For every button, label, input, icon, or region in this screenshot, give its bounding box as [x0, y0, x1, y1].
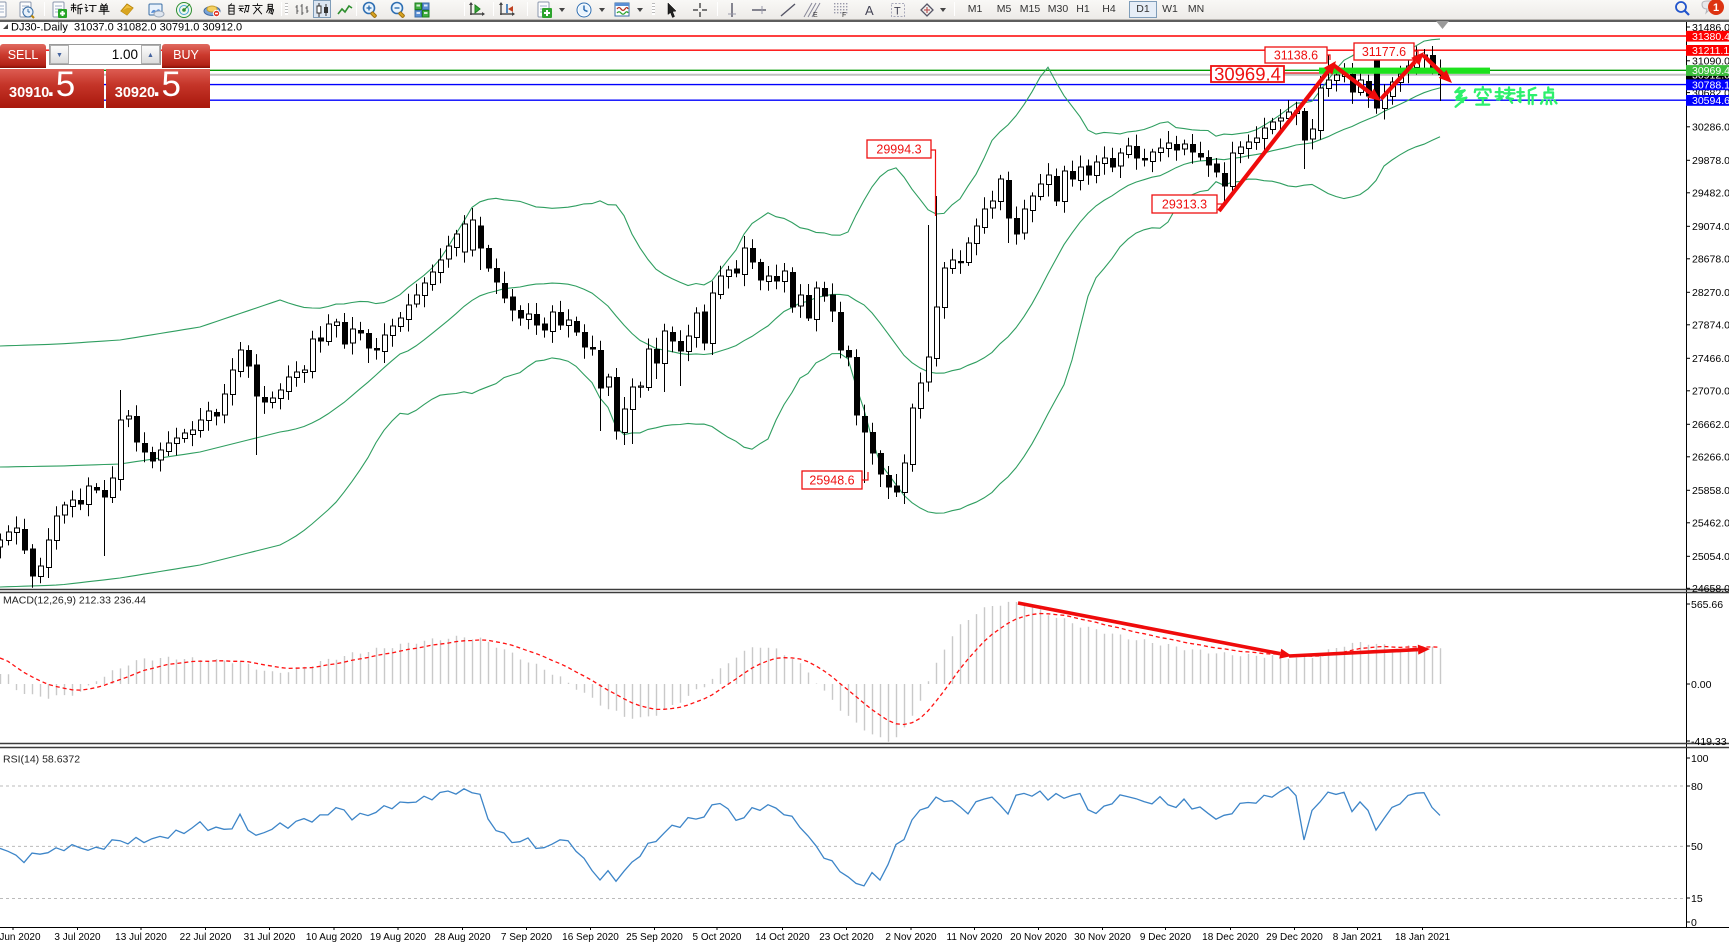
svg-text:25858.0: 25858.0 — [1692, 485, 1729, 497]
svg-text:24658.0: 24658.0 — [1692, 583, 1729, 595]
svg-text:2 Nov 2020: 2 Nov 2020 — [885, 932, 937, 943]
svg-text:15: 15 — [1691, 893, 1703, 905]
svg-text:5 Oct 2020: 5 Oct 2020 — [693, 932, 742, 943]
svg-text:8 Jan 2021: 8 Jan 2021 — [1333, 932, 1383, 943]
svg-text:20 Nov 2020: 20 Nov 2020 — [1010, 932, 1067, 943]
svg-text:0.00: 0.00 — [1691, 679, 1712, 691]
svg-text:E: E — [813, 12, 818, 19]
svg-text:25948.6: 25948.6 — [809, 474, 854, 488]
svg-text:22 Jul 2020: 22 Jul 2020 — [180, 932, 232, 943]
svg-text:31177.6: 31177.6 — [1362, 45, 1406, 59]
svg-text:30788.1: 30788.1 — [1692, 79, 1729, 91]
svg-text:25 Sep 2020: 25 Sep 2020 — [626, 932, 683, 943]
svg-text:1: 1 — [1713, 2, 1719, 14]
svg-text:RSI(14) 58.6372: RSI(14) 58.6372 — [3, 754, 80, 766]
svg-text:T: T — [894, 6, 901, 18]
svg-text:23 Oct 2020: 23 Oct 2020 — [819, 932, 874, 943]
svg-text:25462.0: 25462.0 — [1692, 518, 1729, 530]
svg-text:28678.0: 28678.0 — [1692, 254, 1729, 266]
svg-text:11 Nov 2020: 11 Nov 2020 — [947, 932, 1003, 943]
svg-text:31 Jul 2020: 31 Jul 2020 — [244, 932, 296, 943]
svg-text:7 Sep 2020: 7 Sep 2020 — [501, 932, 553, 943]
svg-text:27466.0: 27466.0 — [1692, 353, 1729, 365]
svg-text:3 Jul 2020: 3 Jul 2020 — [54, 932, 101, 943]
svg-text:24 Jun 2020: 24 Jun 2020 — [0, 932, 41, 943]
svg-text:30286.0: 30286.0 — [1692, 122, 1729, 134]
svg-text:30 Nov 2020: 30 Nov 2020 — [1074, 932, 1131, 943]
svg-text:80: 80 — [1691, 781, 1703, 793]
svg-text:F: F — [842, 12, 846, 19]
svg-text:31380.4: 31380.4 — [1692, 31, 1729, 43]
svg-text:DJ30-.Daily 31037.0 31082.0 3: DJ30-.Daily 31037.0 31082.0 30791.0 3091… — [11, 22, 242, 34]
svg-text:-419.33: -419.33 — [1691, 736, 1727, 748]
svg-text:565.66: 565.66 — [1691, 599, 1723, 611]
svg-text:18 Jan 2021: 18 Jan 2021 — [1395, 932, 1450, 943]
svg-text:100: 100 — [1691, 753, 1709, 765]
svg-text:A: A — [865, 3, 874, 18]
svg-text:30969.4: 30969.4 — [1692, 65, 1729, 77]
svg-text:26266.0: 26266.0 — [1692, 452, 1729, 464]
svg-text:29482.0: 29482.0 — [1692, 188, 1729, 200]
svg-text:19 Aug 2020: 19 Aug 2020 — [370, 932, 427, 943]
svg-text:27874.0: 27874.0 — [1692, 320, 1729, 332]
svg-text:18 Dec 2020: 18 Dec 2020 — [1202, 932, 1259, 943]
svg-text:31138.6: 31138.6 — [1274, 49, 1318, 63]
svg-text:29074.0: 29074.0 — [1692, 221, 1729, 233]
svg-text:29878.0: 29878.0 — [1692, 155, 1729, 167]
svg-text:28270.0: 28270.0 — [1692, 287, 1729, 299]
svg-text:50: 50 — [1691, 841, 1703, 853]
svg-text:16 Sep 2020: 16 Sep 2020 — [562, 932, 619, 943]
svg-text:31090.0: 31090.0 — [1692, 56, 1729, 68]
svg-text:29313.3: 29313.3 — [1162, 198, 1207, 212]
svg-text:30594.6: 30594.6 — [1692, 95, 1729, 107]
svg-text:0: 0 — [1691, 917, 1697, 929]
svg-text:25054.0: 25054.0 — [1692, 551, 1729, 563]
svg-text:MACD(12,26,9) 212.33 236.44: MACD(12,26,9) 212.33 236.44 — [3, 595, 146, 607]
svg-text:10 Aug 2020: 10 Aug 2020 — [306, 932, 363, 943]
svg-text:9 Dec 2020: 9 Dec 2020 — [1140, 932, 1192, 943]
svg-text:30969.4: 30969.4 — [1214, 64, 1281, 85]
svg-text:14 Oct 2020: 14 Oct 2020 — [755, 932, 810, 943]
svg-text:13 Jul 2020: 13 Jul 2020 — [115, 932, 167, 943]
svg-text:29994.3: 29994.3 — [876, 143, 921, 157]
svg-text:29 Dec 2020: 29 Dec 2020 — [1266, 932, 1323, 943]
svg-text:28 Aug 2020: 28 Aug 2020 — [434, 932, 491, 943]
svg-text:27070.0: 27070.0 — [1692, 386, 1729, 398]
svg-text:26662.0: 26662.0 — [1692, 419, 1729, 431]
svg-text:31211.1: 31211.1 — [1692, 45, 1729, 57]
